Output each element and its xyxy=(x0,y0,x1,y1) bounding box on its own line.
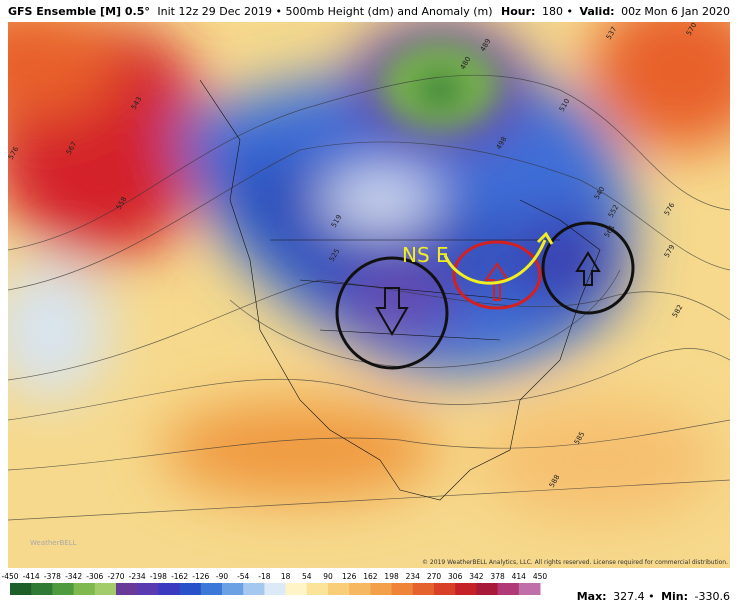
colorbar-label: 342 xyxy=(469,572,484,581)
colorbar-label: 234 xyxy=(406,572,421,581)
header-right: Hour: 180 • Valid: 00z Mon 6 Jan 2020 xyxy=(501,5,730,18)
east-circle xyxy=(541,221,635,315)
colorbar-swatch xyxy=(222,583,244,595)
colorbar-label: 306 xyxy=(448,572,463,581)
hour-label: Hour: xyxy=(501,5,535,18)
colorbar-swatch xyxy=(179,583,202,595)
colorbar-label: -198 xyxy=(150,572,167,581)
colorbar-swatch xyxy=(518,583,541,595)
colorbar-swatch xyxy=(10,583,32,595)
colorbar-label: 54 xyxy=(302,572,312,581)
colorbar-swatch xyxy=(200,583,223,595)
flow-curve xyxy=(443,239,547,285)
colorbar-label: 162 xyxy=(363,572,378,581)
footer: Max: 327.4 • Min: -330.6 xyxy=(577,590,730,603)
colorbar-label: 198 xyxy=(384,572,399,581)
colorbar-swatch xyxy=(328,583,350,595)
colorbar-label: -414 xyxy=(23,572,40,581)
trough-circle xyxy=(335,256,449,370)
min-label: Min: xyxy=(661,590,688,603)
colorbar-label: -378 xyxy=(44,572,61,581)
run-info: Init 12z 29 Dec 2019 • 500mb Height (dm)… xyxy=(157,5,492,18)
colorbar-swatch xyxy=(476,583,499,595)
colorbar: -450 -414 -378 -342 -306 -270 -234 -198 -162 -126… xyxy=(1,572,547,595)
annotation-text: NS E xyxy=(402,243,449,267)
up-arrow-black xyxy=(575,251,601,286)
logo: WeatherBELL xyxy=(30,539,77,547)
colorbar-swatch xyxy=(434,583,456,595)
colorbar-label: 378 xyxy=(490,572,505,581)
colorbar-swatch xyxy=(391,583,414,595)
colorbar-label: 18 xyxy=(281,572,291,581)
annotations: NS E xyxy=(335,221,635,370)
colorbar-swatch xyxy=(455,583,477,595)
valid-value: 00z Mon 6 Jan 2020 xyxy=(621,5,730,18)
min-value: -330.6 xyxy=(695,590,730,603)
colorbar-swatch xyxy=(116,583,138,595)
hour-value: 180 • xyxy=(542,5,573,18)
colorbar-label: -126 xyxy=(192,572,209,581)
colorbar-label: -306 xyxy=(86,572,103,581)
coastlines xyxy=(199,79,601,501)
colorbar-label: -18 xyxy=(258,572,270,581)
max-label: Max: xyxy=(577,590,607,603)
colorbar-swatch xyxy=(285,583,308,595)
colorbar-label: -162 xyxy=(171,572,188,581)
colorbar-swatch xyxy=(52,583,75,595)
colorbar-label: 270 xyxy=(427,572,442,581)
max-value: 327.4 • xyxy=(613,590,654,603)
colorbar-swatch xyxy=(158,583,181,595)
colorbar-label: -90 xyxy=(216,572,228,581)
colorbar-swatch xyxy=(497,583,520,595)
colorbar-label: 90 xyxy=(323,572,333,581)
colorbar-swatch xyxy=(349,583,371,595)
colorbar-label: -54 xyxy=(237,572,249,581)
colorbar-swatch xyxy=(370,583,393,595)
contours xyxy=(8,74,730,521)
colorbar-label: -270 xyxy=(107,572,124,581)
valid-label: Valid: xyxy=(579,5,614,18)
up-arrow-red xyxy=(484,262,510,301)
header-left: GFS Ensemble [M] 0.5° Init 12z 29 Dec 20… xyxy=(8,5,493,18)
flow-arrowhead xyxy=(536,231,554,245)
colorbar-swatch xyxy=(73,583,96,595)
colorbar-swatch xyxy=(31,583,53,595)
colorbar-label: 126 xyxy=(342,572,357,581)
colorbar-swatch xyxy=(94,583,117,595)
colorbar-swatch xyxy=(243,583,265,595)
down-arrow xyxy=(375,287,409,337)
copyright: © 2019 WeatherBELL Analytics, LLC. All r… xyxy=(422,559,728,566)
ridge-circle xyxy=(452,240,542,310)
colorbar-swatch xyxy=(264,583,287,595)
colorbar-label: -342 xyxy=(65,572,82,581)
colorbar-label: -234 xyxy=(129,572,146,581)
colorbar-label: 450 xyxy=(533,572,548,581)
colorbar-swatch xyxy=(306,583,329,595)
colorbar-label: 414 xyxy=(512,572,527,581)
model-name: GFS Ensemble [M] 0.5° xyxy=(8,5,150,18)
map-field xyxy=(8,22,730,568)
colorbar-label: -450 xyxy=(1,572,18,581)
colorbar-swatch xyxy=(412,583,435,595)
colorbar-swatch xyxy=(137,583,159,595)
